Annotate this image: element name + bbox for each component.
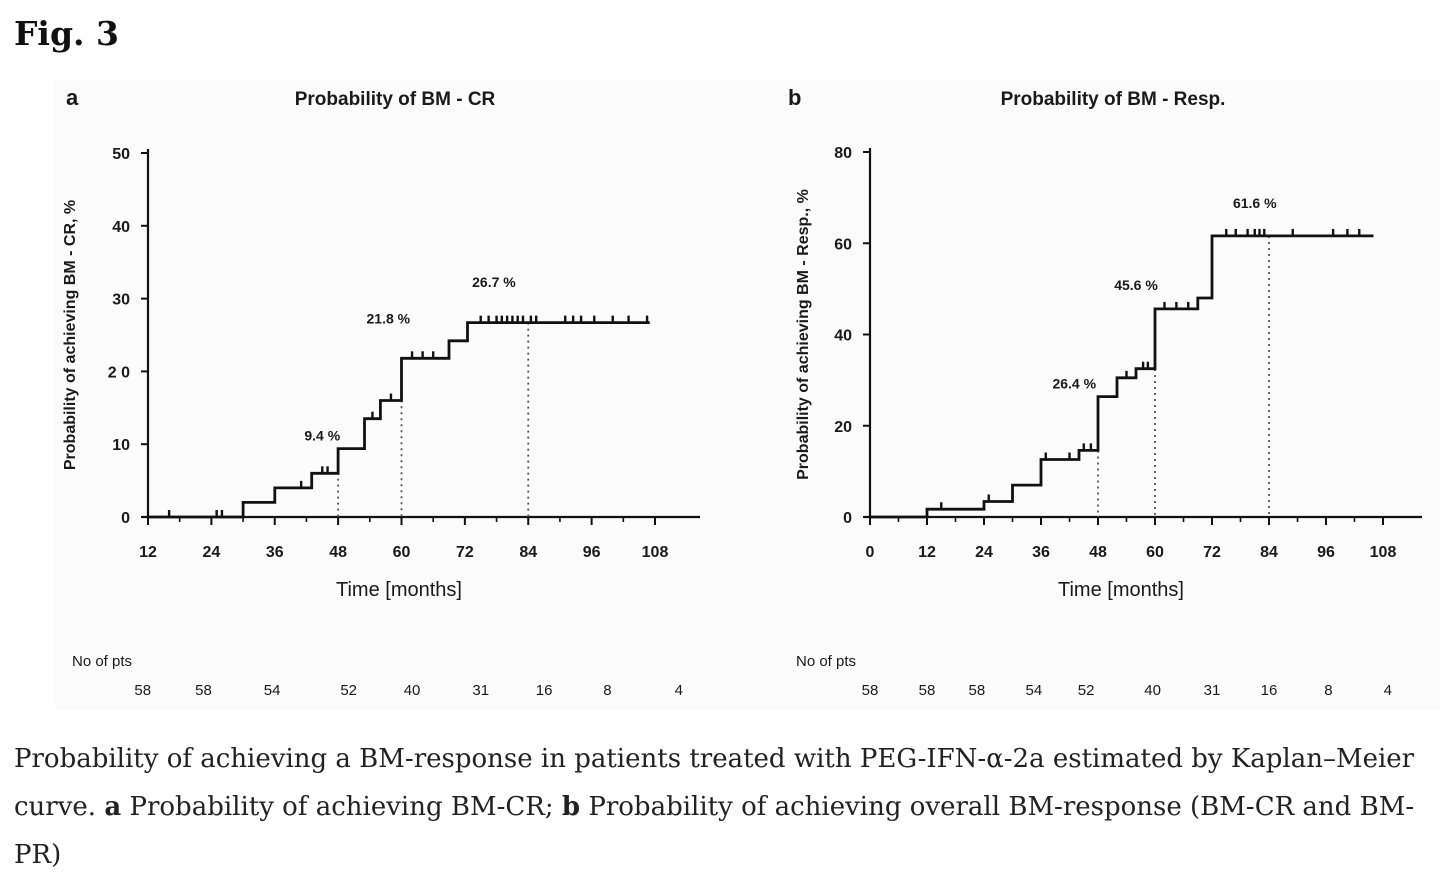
x-tick-label: 24	[202, 544, 220, 561]
risk-count: 31	[472, 682, 489, 699]
x-axis-label: Time [months]	[336, 579, 462, 601]
risk-count: 4	[675, 682, 683, 699]
x-tick-label: 24	[975, 544, 993, 561]
percent-annotation: 26.4 %	[1052, 376, 1096, 392]
percent-annotation: 45.6 %	[1114, 277, 1158, 293]
caption-text-2: Probability of achieving BM-CR;	[121, 792, 562, 822]
y-axis-label: Probability of achieving BM - Resp., %	[795, 189, 812, 480]
figure-caption: Probability of achieving a BM-response i…	[14, 735, 1439, 879]
x-tick-label: 12	[918, 544, 936, 561]
y-axis-label: Probability of achieving BM - CR, %	[62, 200, 79, 470]
figure-area: a Probability of BM - CR 0 10 2 0 30 40 50 12 24 3…	[0, 70, 1450, 710]
x-tick-label: 96	[1317, 544, 1335, 561]
chart-title: Probability of BM - CR	[295, 89, 496, 110]
y-tick-label: 40	[112, 219, 130, 236]
figure-title: Fig. 3	[14, 14, 119, 53]
x-tick-label: 108	[642, 544, 669, 561]
x-tick-label: 84	[1260, 544, 1278, 561]
y-tick-label: 40	[834, 328, 852, 345]
risk-count: 40	[1144, 682, 1161, 699]
y-tick-label: 80	[834, 145, 852, 162]
panel-letter: a	[66, 85, 79, 110]
x-axis-label: Time [months]	[1058, 579, 1184, 601]
x-tick-label: 72	[456, 544, 474, 561]
y-tick-label: 50	[112, 146, 130, 163]
caption-letter-b: b	[561, 792, 581, 822]
x-tick-label: 84	[519, 544, 537, 561]
x-tick-label: 72	[1203, 544, 1221, 561]
caption-letter-a: a	[104, 792, 122, 822]
y-tick-label: 0	[121, 510, 130, 527]
x-tick-label: 36	[1032, 544, 1050, 561]
risk-count: 54	[1026, 682, 1043, 699]
x-tick-label: 60	[393, 544, 411, 561]
risk-count: 8	[1324, 682, 1332, 699]
caption-text-3: Probability of achieving overall BM-resp…	[14, 792, 1415, 870]
figure-background	[55, 80, 1440, 710]
risk-count: 54	[264, 682, 281, 699]
risk-count: 58	[862, 682, 879, 699]
x-tick-label: 48	[329, 544, 347, 561]
risk-table-label: No of pts	[72, 653, 132, 670]
percent-annotation: 26.7 %	[472, 274, 516, 290]
y-tick-label: 2 0	[108, 364, 130, 381]
risk-count: 52	[1078, 682, 1095, 699]
percent-annotation: 61.6 %	[1233, 195, 1277, 211]
y-tick-label: 30	[112, 292, 130, 309]
y-tick-label: 60	[834, 236, 852, 253]
x-tick-label: 36	[266, 544, 284, 561]
risk-count: 16	[536, 682, 553, 699]
risk-count: 58	[195, 682, 212, 699]
risk-count: 31	[1204, 682, 1221, 699]
risk-count: 58	[919, 682, 936, 699]
risk-count: 58	[969, 682, 986, 699]
x-tick-label: 108	[1370, 544, 1397, 561]
x-tick-label: 96	[583, 544, 601, 561]
risk-count: 52	[340, 682, 357, 699]
risk-count: 58	[134, 682, 151, 699]
caption-text-1: Probability of achieving a BM-response i…	[14, 744, 1415, 822]
risk-table-label: No of pts	[796, 653, 856, 670]
panel-a: a Probability of BM - CR 0 10 2 0 30 40 50 12 24 3…	[62, 85, 700, 699]
percent-annotation: 9.4 %	[304, 428, 340, 444]
x-tick-label: 12	[139, 544, 157, 561]
y-tick-label: 0	[843, 510, 852, 527]
x-tick-label: 60	[1146, 544, 1164, 561]
chart-title: Probability of BM - Resp.	[1001, 89, 1226, 110]
panel-letter: b	[788, 85, 801, 110]
y-tick-label: 20	[834, 419, 852, 436]
risk-count: 8	[603, 682, 611, 699]
percent-annotation: 21.8 %	[367, 310, 411, 326]
survival-curve	[148, 321, 650, 519]
risk-count: 4	[1384, 682, 1392, 699]
y-tick-label: 10	[112, 437, 130, 454]
survival-curve	[870, 234, 1374, 519]
risk-count: 16	[1261, 682, 1278, 699]
risk-count: 40	[404, 682, 421, 699]
panel-b: b Probability of BM - Resp. 0 20 40 60 80 0 12 24…	[788, 85, 1422, 699]
x-tick-label: 0	[866, 544, 875, 561]
x-tick-label: 48	[1089, 544, 1107, 561]
